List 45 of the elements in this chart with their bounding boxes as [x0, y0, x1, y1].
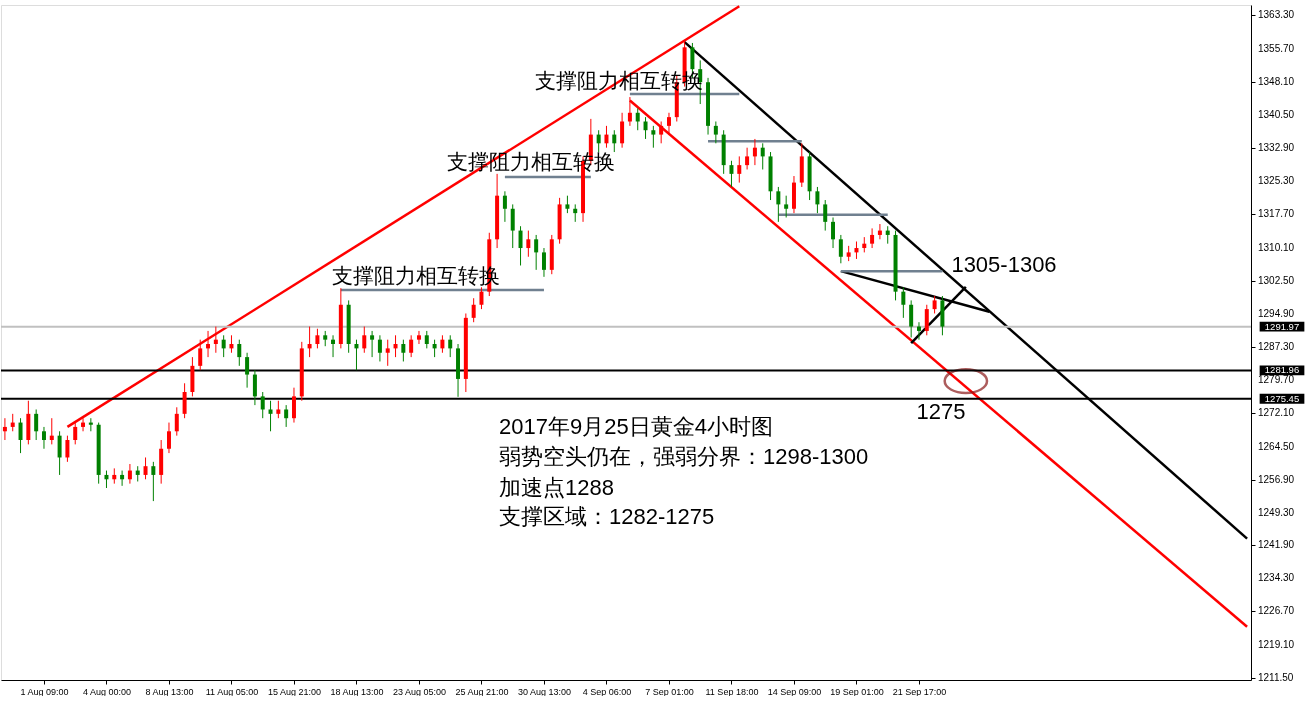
- x-tick-label: 18 Aug 13:00: [330, 686, 384, 697]
- y-tick-label: 1340.50: [1258, 108, 1295, 120]
- x-tick-label: 15 Aug 21:00: [267, 686, 321, 697]
- x-tick-label: 11 Sep 18:00: [705, 686, 759, 697]
- y-tick-label: 1219.10: [1258, 638, 1295, 650]
- y-tick-label: 1302.50: [1258, 274, 1295, 286]
- y-tick-label: 1310.10: [1258, 241, 1295, 253]
- y-tick-label: 1294.90: [1258, 307, 1295, 319]
- x-tick-label: 30 Aug 13:00: [517, 686, 571, 697]
- y-tick-label: 1317.70: [1258, 208, 1295, 220]
- y-tick-label: 1355.70: [1258, 42, 1295, 54]
- y-tick-label: 1363.30: [1258, 9, 1295, 21]
- x-tick-label: 25 Aug 21:00: [455, 686, 509, 697]
- y-tick-label: 1287.30: [1258, 341, 1295, 353]
- x-tick-label: 19 Sep 01:00: [830, 686, 884, 697]
- x-tick-label: 4 Sep 06:00: [582, 686, 632, 697]
- annotation: 2017年9月25日黄金4小时图: [499, 414, 773, 439]
- ref-line-label: 1281.96: [1264, 364, 1300, 376]
- y-tick-label: 1325.30: [1258, 175, 1295, 187]
- x-tick-label: 23 Aug 05:00: [392, 686, 446, 697]
- x-tick-label: 7 Sep 01:00: [645, 686, 694, 697]
- y-tick-label: 1226.70: [1258, 605, 1295, 617]
- annotation: 1275: [916, 399, 966, 424]
- x-tick-label: 21 Sep 17:00: [892, 686, 947, 697]
- x-tick-label: 14 Sep 09:00: [767, 686, 822, 697]
- annotation: 加速点1288: [499, 475, 614, 500]
- y-tick-label: 1249.30: [1258, 506, 1295, 518]
- y-tick-label: 1241.90: [1258, 539, 1295, 551]
- x-tick-label: 1 Aug 09:00: [20, 686, 69, 697]
- y-tick-label: 1272.10: [1258, 407, 1295, 419]
- annotation: 1305-1306: [951, 252, 1057, 277]
- y-tick-label: 1264.50: [1258, 440, 1295, 452]
- y-tick-label: 1234.30: [1258, 572, 1295, 584]
- y-tick-label: 1348.10: [1258, 75, 1295, 87]
- ref-line-label: 1291.97: [1264, 320, 1300, 332]
- annotation: 支撑区域：1282-1275: [499, 504, 715, 529]
- y-tick-label: 1211.50: [1258, 671, 1294, 683]
- y-tick-label: 1332.90: [1258, 142, 1295, 154]
- y-tick-label: 1279.70: [1258, 374, 1295, 386]
- annotation: 弱势空头仍在，强弱分界：1298-1300: [499, 444, 869, 469]
- x-tick-label: 8 Aug 13:00: [145, 686, 194, 697]
- y-tick-label: 1256.90: [1258, 473, 1295, 485]
- x-tick-label: 11 Aug 05:00: [205, 686, 259, 697]
- x-tick-label: 4 Aug 00:00: [82, 686, 131, 697]
- ref-line-label: 1275.45: [1264, 392, 1300, 404]
